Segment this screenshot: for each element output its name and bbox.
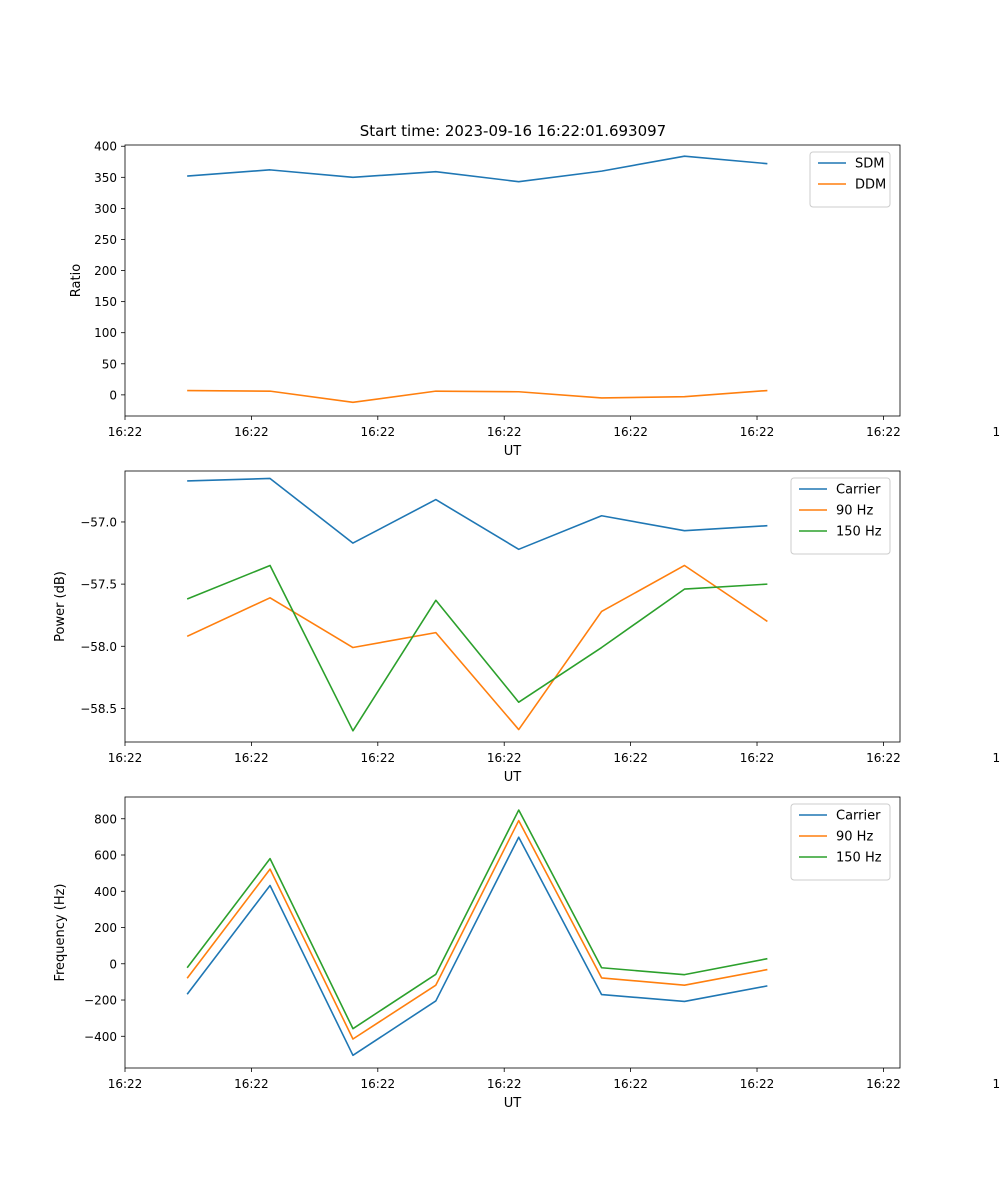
x-tick-label: 16:22 xyxy=(108,1077,143,1091)
legend-label: Carrier xyxy=(836,809,881,824)
y-tick-label: 200 xyxy=(94,264,117,278)
y-tick-label: 0 xyxy=(109,957,117,971)
x-tick-label: 16:22 xyxy=(108,751,143,765)
x-tick-label: 16:22 xyxy=(613,751,648,765)
y-tick-label: 600 xyxy=(94,849,117,863)
figure-title: Start time: 2023-09-16 16:22:01.693097 xyxy=(360,122,666,140)
x-tick-label: 16:22 xyxy=(108,425,143,439)
legend: Carrier 90 Hz 150 Hz xyxy=(790,803,891,881)
series-line-ddm xyxy=(187,389,768,404)
series-line-carrier xyxy=(186,836,768,1057)
chart-3: 16:22 16:22 16:22 16:22 16:22 16:22 16:22 16:23… xyxy=(53,796,1000,1111)
y-tick-label: −58.0 xyxy=(80,640,117,654)
chart-1: 16:22 16:22 16:22 16:22 16:22 16:22 16:22 16:23… xyxy=(69,140,1000,459)
legend-box xyxy=(809,151,891,208)
legend-label: 150 Hz xyxy=(836,851,882,866)
y-tick-label: 0 xyxy=(109,388,117,402)
legend-label: SDM xyxy=(855,157,884,172)
y-tick-label: −58.5 xyxy=(80,702,117,716)
x-axis-label: UT xyxy=(504,770,522,785)
x-tick-label: 16:22 xyxy=(866,425,901,439)
series-line-90-hz xyxy=(186,564,768,731)
y-axis-label: Frequency (Hz) xyxy=(53,883,68,981)
series-line-90-hz xyxy=(186,819,768,1040)
legend-label: 90 Hz xyxy=(836,830,873,845)
x-tick-label: 16:23 xyxy=(993,425,1000,439)
x-tick-label: 16:22 xyxy=(361,1077,396,1091)
x-tick-label: 16:22 xyxy=(613,425,648,439)
legend-label: DDM xyxy=(855,178,886,193)
legend-box xyxy=(790,477,891,555)
x-tick-label: 16:22 xyxy=(740,751,775,765)
x-tick-label: 16:22 xyxy=(613,1077,648,1091)
x-tick-label: 16:22 xyxy=(361,751,396,765)
legend-label: 150 Hz xyxy=(836,525,882,540)
legend: Carrier 90 Hz 150 Hz xyxy=(790,477,891,555)
legend-label: 90 Hz xyxy=(836,504,873,519)
y-tick-label: 400 xyxy=(94,140,117,154)
x-tick-label: 16:22 xyxy=(740,425,775,439)
y-tick-label: 400 xyxy=(94,885,117,899)
legend: SDM DDM xyxy=(809,151,891,208)
plot-frame xyxy=(124,470,901,743)
x-tick-label: 16:23 xyxy=(993,1077,1000,1091)
series-line-150-hz xyxy=(186,564,768,732)
y-tick-label: 150 xyxy=(94,295,117,309)
y-tick-label: −200 xyxy=(84,994,117,1008)
x-tick-label: 16:22 xyxy=(234,1077,269,1091)
x-tick-label: 16:22 xyxy=(487,751,522,765)
y-tick-label: 100 xyxy=(94,326,117,340)
legend-box xyxy=(790,803,891,881)
chart-2: 16:22 16:22 16:22 16:22 16:22 16:22 16:22 16:23… xyxy=(53,470,1000,785)
x-axis-label: UT xyxy=(504,444,522,459)
y-tick-label: −57.5 xyxy=(80,578,117,592)
y-tick-label: −400 xyxy=(84,1030,117,1044)
series-line-150-hz xyxy=(186,809,768,1030)
x-tick-label: 16:22 xyxy=(487,1077,522,1091)
series-line-sdm xyxy=(187,155,768,183)
y-tick-label: 200 xyxy=(94,921,117,935)
y-tick-label: −57.0 xyxy=(80,515,117,529)
y-tick-label: 50 xyxy=(102,357,117,371)
x-tick-label: 16:22 xyxy=(866,1077,901,1091)
x-tick-label: 16:22 xyxy=(234,751,269,765)
y-tick-label: 350 xyxy=(94,171,117,185)
legend-label: Carrier xyxy=(836,483,881,498)
plot-frame xyxy=(124,144,901,417)
x-tick-label: 16:22 xyxy=(361,425,396,439)
x-tick-label: 16:22 xyxy=(487,425,522,439)
x-tick-label: 16:22 xyxy=(866,751,901,765)
y-tick-label: 800 xyxy=(94,812,117,826)
y-axis-label: Power (dB) xyxy=(53,571,68,642)
x-tick-label: 16:22 xyxy=(740,1077,775,1091)
y-axis-label: Ratio xyxy=(69,264,84,297)
x-tick-label: 16:22 xyxy=(234,425,269,439)
series-line-carrier xyxy=(187,477,768,551)
y-tick-label: 250 xyxy=(94,233,117,247)
x-axis-label: UT xyxy=(504,1096,522,1111)
y-tick-label: 300 xyxy=(94,202,117,216)
x-tick-label: 16:23 xyxy=(993,751,1000,765)
plot-frame xyxy=(124,796,901,1069)
